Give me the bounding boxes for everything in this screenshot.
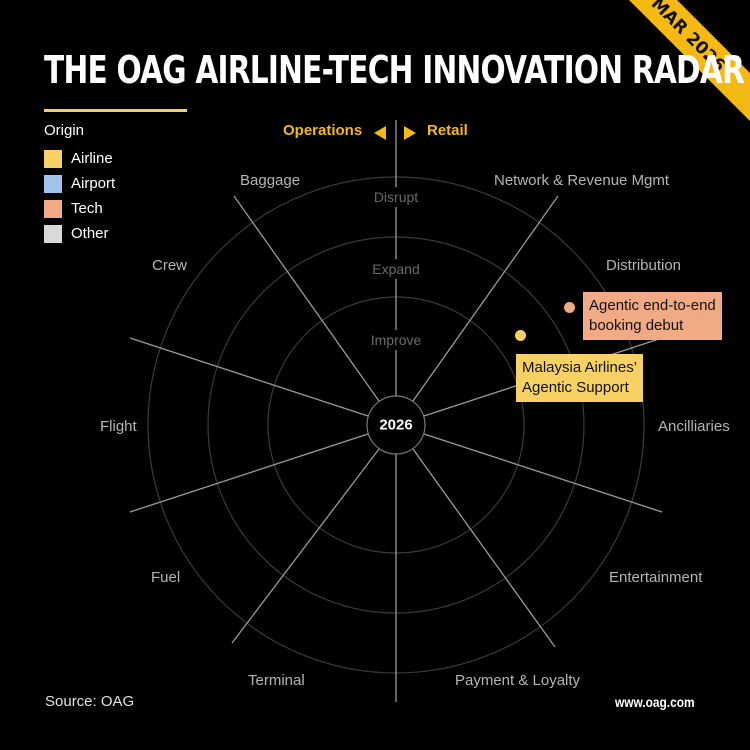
airline-swatch-icon	[44, 149, 62, 168]
tech-swatch-icon	[44, 199, 62, 218]
sector-baggage: Baggage	[240, 172, 301, 189]
sector-fuel: Fuel	[151, 569, 181, 586]
retail-label: Retail	[427, 122, 468, 139]
airline-point-marker[interactable]	[515, 330, 526, 341]
legend-label: Tech	[71, 200, 103, 217]
source-note: Source: OAG	[45, 693, 135, 710]
legend-title: Origin	[44, 122, 85, 139]
sector-network-revenue: Network & Revenue Mgmt	[494, 172, 670, 189]
legend-label: Airport	[71, 175, 116, 192]
legend-item-airport: Airport	[44, 171, 115, 196]
ring-label-disrupt: Disrupt	[373, 187, 419, 207]
page-title: THE OAG AIRLINE-TECH INNOVATION RADAR	[44, 48, 745, 92]
spoke-network-distribution	[412, 195, 559, 402]
callout-malaysia-airlines: Malaysia Airlines’ Agentic Support	[516, 354, 644, 402]
callout-line: Malaysia Airlines’	[522, 359, 638, 376]
sector-flight: Flight	[100, 418, 137, 435]
spoke-baggage-crew	[233, 195, 380, 402]
ring-label-improve: Improve	[370, 330, 422, 350]
legend-item-other: Other	[44, 221, 115, 246]
center-year: 2026	[379, 416, 413, 434]
sector-distribution: Distribution	[606, 257, 682, 274]
title-underline	[44, 109, 187, 112]
legend-label: Airline	[71, 150, 113, 167]
sector-entertainment: Entertainment	[609, 569, 703, 586]
sector-crew: Crew	[152, 257, 188, 274]
website-link[interactable]: www.oag.com	[615, 694, 695, 710]
legend-item-airline: Airline	[44, 146, 115, 171]
other-swatch-icon	[44, 224, 62, 243]
tech-point-marker[interactable]	[564, 302, 575, 313]
sector-ancilliaries: Ancilliaries	[658, 418, 730, 435]
callout-line: Agentic Support	[522, 379, 629, 396]
ring-label-expand: Expand	[372, 259, 420, 279]
callout-line: booking debut	[589, 317, 684, 334]
callout-line: Agentic end-to-end	[589, 297, 716, 314]
sector-terminal: Terminal	[248, 672, 305, 689]
legend: Origin Airline Airport Tech Other	[44, 122, 115, 246]
arrow-left-icon	[374, 126, 386, 140]
spoke-ancilliaries-entertainment	[423, 433, 663, 513]
airport-swatch-icon	[44, 174, 62, 193]
spoke-entertainment-payment	[412, 448, 556, 648]
legend-item-tech: Tech	[44, 196, 115, 221]
sector-payment-loyalty: Payment & Loyalty	[455, 672, 581, 689]
arrow-right-icon	[404, 126, 416, 140]
operations-label: Operations	[283, 122, 363, 139]
spoke-crew-flight	[129, 337, 369, 417]
spoke-fuel-terminal	[231, 448, 380, 644]
center-circle	[366, 395, 426, 455]
legend-label: Other	[71, 225, 109, 242]
callout-agentic-booking: Agentic end-to-end booking debut	[583, 292, 722, 340]
spoke-flight-fuel	[129, 433, 369, 513]
